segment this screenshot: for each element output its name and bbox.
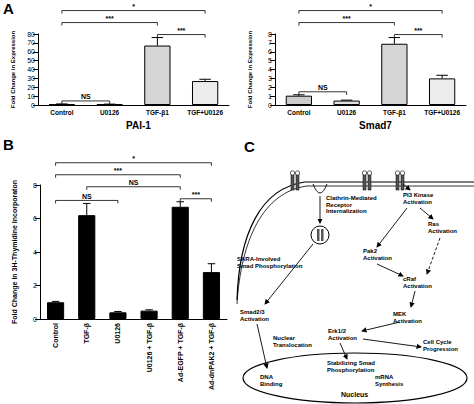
svg-text:Ad-EGFP + TGF-β: Ad-EGFP + TGF-β bbox=[177, 322, 185, 382]
svg-text:Cell CycleProgression: Cell CycleProgression bbox=[423, 339, 458, 352]
svg-text:Nucleus: Nucleus bbox=[341, 391, 368, 398]
svg-text:U0126: U0126 bbox=[100, 109, 120, 116]
svg-text:U0126 + TGF-β: U0126 + TGF-β bbox=[146, 322, 154, 372]
html-text:C: C bbox=[244, 138, 255, 155]
svg-text:0: 0 bbox=[268, 102, 272, 109]
svg-text:RasActivation: RasActivation bbox=[428, 221, 457, 234]
svg-text:*: * bbox=[132, 155, 135, 162]
svg-text:Fold Change in Expression: Fold Change in Expression bbox=[10, 30, 16, 108]
svg-text:U0126: U0126 bbox=[114, 323, 121, 344]
svg-text:NuclearTranslocation: NuclearTranslocation bbox=[273, 335, 312, 348]
svg-text:60: 60 bbox=[27, 48, 35, 55]
svg-text:4: 4 bbox=[33, 249, 37, 256]
svg-text:10: 10 bbox=[27, 93, 35, 100]
svg-text:PAI-1: PAI-1 bbox=[126, 120, 151, 131]
svg-text:***: *** bbox=[192, 191, 200, 198]
svg-text:40: 40 bbox=[27, 66, 35, 73]
svg-text:Clathrin-MediatedReceptorInter: Clathrin-MediatedReceptorInternalization bbox=[326, 195, 377, 214]
svg-text:NS: NS bbox=[318, 84, 328, 91]
svg-text:*: * bbox=[369, 3, 372, 10]
svg-text:6: 6 bbox=[268, 48, 272, 55]
svg-text:TGF+U0126: TGF+U0126 bbox=[424, 109, 460, 116]
svg-text:Erk1/2Activation: Erk1/2Activation bbox=[328, 328, 357, 341]
svg-text:SARA-InvolvedSmad Phosphorylat: SARA-InvolvedSmad Phosphorylation bbox=[237, 256, 303, 269]
svg-text:Stabilizing SmadPhosphorylatio: Stabilizing SmadPhosphorylation bbox=[327, 360, 375, 373]
svg-text:6: 6 bbox=[33, 215, 37, 222]
svg-text:*: * bbox=[132, 3, 135, 10]
svg-text:TGF+U0126: TGF+U0126 bbox=[187, 109, 223, 116]
svg-text:20: 20 bbox=[27, 84, 35, 91]
svg-text:***: *** bbox=[414, 27, 422, 34]
svg-text:Pak2Activation: Pak2Activation bbox=[363, 248, 392, 261]
svg-text:2: 2 bbox=[268, 84, 272, 91]
svg-text:Smad2/3Activation: Smad2/3Activation bbox=[240, 309, 269, 322]
svg-text:8: 8 bbox=[268, 31, 272, 38]
svg-text:TGF-β: TGF-β bbox=[83, 322, 91, 343]
svg-text:2: 2 bbox=[33, 282, 37, 289]
svg-text:30: 30 bbox=[27, 75, 35, 82]
svg-text:mRNASynthesis: mRNASynthesis bbox=[375, 374, 404, 387]
svg-text:TGF-β1: TGF-β1 bbox=[383, 109, 406, 117]
svg-text:PI3 KinaseActivation: PI3 KinaseActivation bbox=[403, 192, 434, 205]
svg-text:3: 3 bbox=[268, 75, 272, 82]
svg-text:0: 0 bbox=[31, 102, 35, 109]
svg-text:0: 0 bbox=[33, 316, 37, 323]
svg-text:Ad-dnPAK2 + TGF-β: Ad-dnPAK2 + TGF-β bbox=[208, 322, 216, 390]
svg-text:Control: Control bbox=[287, 109, 310, 116]
html-text:A: A bbox=[3, 0, 14, 17]
svg-text:Smad7: Smad7 bbox=[359, 120, 392, 131]
svg-text:70: 70 bbox=[27, 39, 35, 46]
svg-text:NS: NS bbox=[129, 179, 139, 186]
svg-text:MEKActivation: MEKActivation bbox=[393, 311, 422, 324]
svg-text:Fold Change in Expression: Fold Change in Expression bbox=[247, 30, 253, 108]
svg-text:***: *** bbox=[177, 27, 185, 34]
svg-text:cRafActivation: cRafActivation bbox=[403, 276, 432, 289]
svg-text:Control: Control bbox=[50, 109, 73, 116]
svg-text:DNABinding: DNABinding bbox=[260, 374, 283, 387]
html-text:B: B bbox=[3, 136, 14, 153]
svg-text:***: *** bbox=[114, 167, 122, 174]
svg-text:Fold Change in 3H-Thymidine In: Fold Change in 3H-Thymidine Incorporaton bbox=[11, 180, 19, 324]
svg-text:***: *** bbox=[106, 15, 114, 22]
svg-text:50: 50 bbox=[27, 57, 35, 64]
svg-text:5: 5 bbox=[268, 57, 272, 64]
svg-text:8: 8 bbox=[33, 182, 37, 189]
svg-text:80: 80 bbox=[27, 31, 35, 38]
svg-text:7: 7 bbox=[268, 39, 272, 46]
svg-text:NS: NS bbox=[81, 93, 91, 100]
svg-text:***: *** bbox=[343, 15, 351, 22]
svg-text:4: 4 bbox=[268, 66, 272, 73]
svg-text:NS: NS bbox=[82, 193, 92, 200]
svg-text:Control: Control bbox=[52, 323, 59, 348]
svg-text:1: 1 bbox=[268, 93, 272, 100]
svg-text:U0126: U0126 bbox=[337, 109, 357, 116]
svg-text:TGF-β1: TGF-β1 bbox=[146, 109, 169, 117]
